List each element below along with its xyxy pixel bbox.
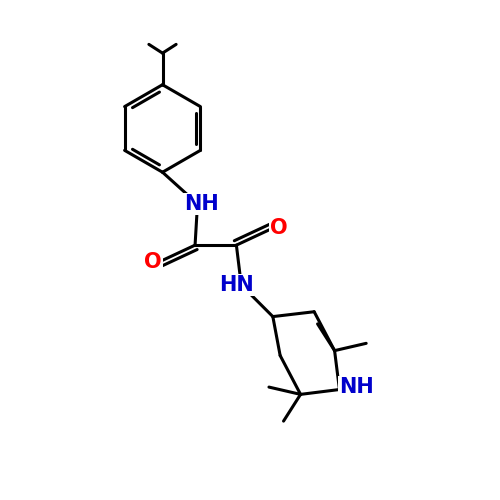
Text: HN: HN xyxy=(219,275,254,295)
Text: NH: NH xyxy=(339,377,374,397)
Text: NH: NH xyxy=(184,194,219,214)
Text: O: O xyxy=(144,252,162,272)
Text: O: O xyxy=(270,218,287,238)
